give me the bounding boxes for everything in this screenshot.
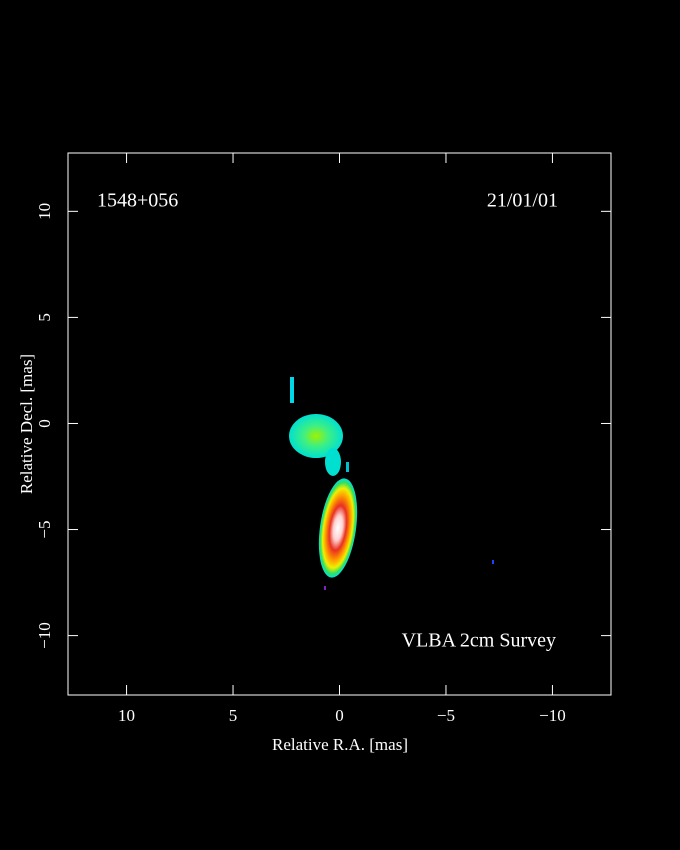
y-tick-label: 0 [35,419,54,428]
x-tick-label: 10 [118,706,135,725]
plot-frame [67,152,612,696]
x-tick-label: 5 [229,706,238,725]
emission [289,377,494,590]
x-axis-label: Relative R.A. [mas] [272,735,408,754]
y-tick-label: −10 [35,622,54,649]
y-tick-label: 10 [35,203,54,220]
y-axis-label: Relative Decl. [mas] [17,354,36,494]
x-tick-label: −10 [539,706,566,725]
epoch: 21/01/01 [487,190,558,212]
source-name: 1548+056 [97,190,178,212]
y-tick-label: 5 [35,313,54,322]
x-tick-label: 0 [335,706,344,725]
annotation: VLBA 2cm Survey [402,630,556,652]
y-tick-label: −5 [35,520,54,538]
x-tick-label: −5 [437,706,455,725]
